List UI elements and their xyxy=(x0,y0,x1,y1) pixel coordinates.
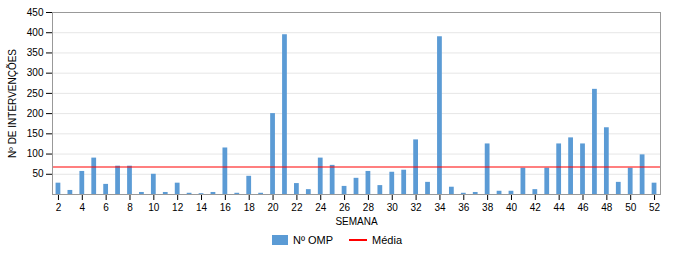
svg-text:100: 100 xyxy=(27,148,44,159)
svg-text:20: 20 xyxy=(267,202,279,213)
svg-text:150: 150 xyxy=(27,128,44,139)
svg-text:SEMANA: SEMANA xyxy=(335,216,378,227)
svg-text:2: 2 xyxy=(56,202,62,213)
svg-text:48: 48 xyxy=(601,202,613,213)
svg-text:38: 38 xyxy=(482,202,494,213)
html-text:Média: Média xyxy=(372,234,402,246)
svg-text:52: 52 xyxy=(649,202,661,213)
svg-text:18: 18 xyxy=(244,202,256,213)
svg-text:16: 16 xyxy=(220,202,232,213)
svg-text:32: 32 xyxy=(411,202,423,213)
svg-text:40: 40 xyxy=(506,202,518,213)
svg-text:22: 22 xyxy=(291,202,303,213)
svg-text:14: 14 xyxy=(196,202,208,213)
svg-text:450: 450 xyxy=(27,7,44,18)
svg-text:44: 44 xyxy=(554,202,566,213)
svg-text:26: 26 xyxy=(339,202,351,213)
svg-text:50: 50 xyxy=(625,202,637,213)
svg-text:28: 28 xyxy=(363,202,375,213)
html-text:Nº OMP: Nº OMP xyxy=(293,234,333,246)
svg-text:10: 10 xyxy=(148,202,160,213)
svg-text:4: 4 xyxy=(80,202,86,213)
svg-text:46: 46 xyxy=(577,202,589,213)
svg-text:30: 30 xyxy=(387,202,399,213)
svg-text:Nº DE INTERVENÇÕES: Nº DE INTERVENÇÕES xyxy=(6,49,18,158)
svg-text:42: 42 xyxy=(530,202,542,213)
svg-text:250: 250 xyxy=(27,88,44,99)
svg-text:12: 12 xyxy=(172,202,184,213)
svg-text:50: 50 xyxy=(32,168,44,179)
svg-text:400: 400 xyxy=(27,27,44,38)
svg-text:34: 34 xyxy=(434,202,446,213)
svg-text:36: 36 xyxy=(458,202,470,213)
svg-text:6: 6 xyxy=(103,202,109,213)
svg-text:200: 200 xyxy=(27,108,44,119)
svg-text:350: 350 xyxy=(27,47,44,58)
svg-text:24: 24 xyxy=(315,202,327,213)
svg-text:8: 8 xyxy=(127,202,133,213)
svg-text:300: 300 xyxy=(27,67,44,78)
